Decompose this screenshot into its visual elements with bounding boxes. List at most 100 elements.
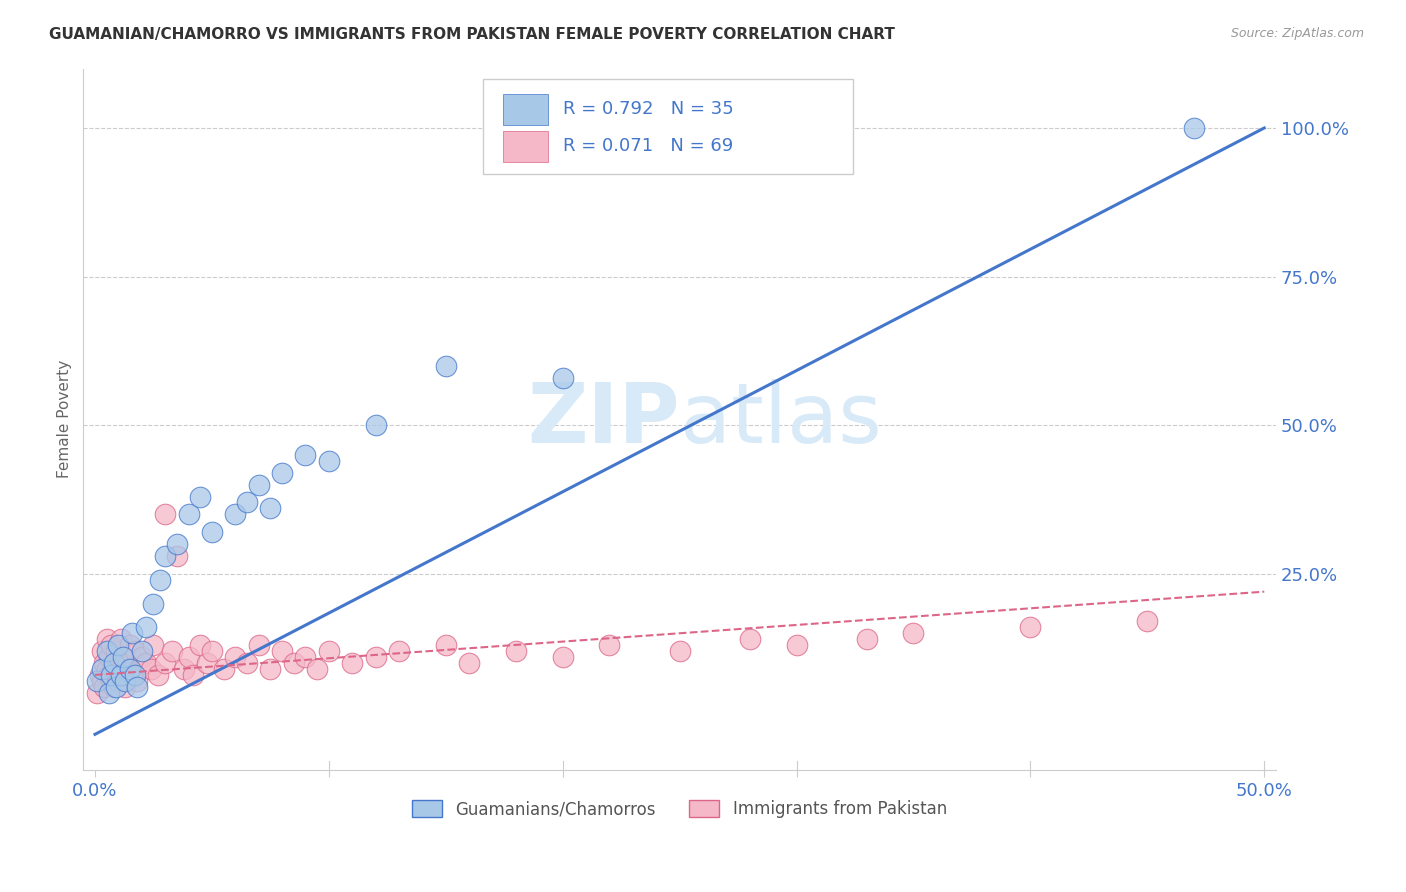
Point [188,490,211,504]
Point [93,680,115,694]
Point [434,359,457,373]
Point [135,620,157,634]
Text: atlas: atlas [679,379,882,459]
Point [294,448,316,462]
Point [166,549,188,563]
Point [224,650,246,665]
Point [201,525,224,540]
Point [93,656,115,670]
Point [153,656,176,670]
Text: Source: ZipAtlas.com: Source: ZipAtlas.com [1230,27,1364,40]
Point [146,668,169,682]
Point [738,632,761,647]
Point [259,662,281,676]
Point [103,680,125,694]
Point [110,632,132,647]
Point [434,638,457,652]
Text: GUAMANIAN/CHAMORRO VS IMMIGRANTS FROM PAKISTAN FEMALE POVERTY CORRELATION CHART: GUAMANIAN/CHAMORRO VS IMMIGRANTS FROM PA… [49,27,896,42]
Point [236,495,259,509]
Point [100,668,122,682]
Point [458,656,481,670]
Point [112,668,135,682]
Point [160,644,183,658]
Point [96,644,118,658]
Point [124,644,146,658]
Point [177,508,200,522]
Point [121,626,143,640]
Point [1019,620,1042,634]
Point [91,673,114,688]
Point [598,638,620,652]
Point [786,638,808,652]
Point [166,537,188,551]
Point [105,680,128,694]
Point [236,656,259,670]
Point [294,650,316,665]
Point [364,418,387,433]
Point [195,656,218,670]
Point [121,668,143,682]
Point [855,632,877,647]
Point [91,644,114,658]
Point [100,673,122,688]
Point [283,656,305,670]
FancyBboxPatch shape [482,79,852,174]
Point [177,650,200,665]
Point [318,644,340,658]
Point [551,650,574,665]
Point [903,626,925,640]
Point [120,638,142,652]
Point [149,573,172,587]
Point [89,668,111,682]
FancyBboxPatch shape [503,131,548,161]
Point [120,662,142,676]
Point [153,549,176,563]
Point [139,662,162,676]
Point [107,673,129,688]
Point [125,680,148,694]
Point [114,673,136,688]
Point [259,501,281,516]
Point [131,644,153,658]
Point [105,668,128,682]
Point [120,662,142,676]
Point [112,650,135,665]
Point [98,668,121,682]
Point [505,644,527,658]
Point [201,644,224,658]
Point [247,638,270,652]
Point [107,638,129,652]
Point [131,650,153,665]
Point [125,673,148,688]
Point [142,638,165,652]
Point [98,686,121,700]
Point [668,644,690,658]
Y-axis label: Female Poverty: Female Poverty [58,360,72,478]
Point [114,650,136,665]
Point [107,656,129,670]
Text: ZIP: ZIP [527,379,679,459]
Point [188,638,211,652]
Point [307,662,329,676]
Point [96,632,118,647]
Point [105,644,128,658]
Point [364,650,387,665]
Point [1136,615,1159,629]
Point [124,668,146,682]
Point [551,370,574,384]
Point [86,673,108,688]
Point [103,656,125,670]
Point [318,454,340,468]
Point [110,668,132,682]
Point [110,662,132,676]
Point [96,662,118,676]
Point [1182,120,1205,135]
Text: R = 0.071   N = 69: R = 0.071 N = 69 [562,137,733,155]
Point [103,662,125,676]
Point [98,650,121,665]
Point [142,597,165,611]
Point [173,662,195,676]
Point [181,668,204,682]
Point [135,656,157,670]
Point [114,680,136,694]
